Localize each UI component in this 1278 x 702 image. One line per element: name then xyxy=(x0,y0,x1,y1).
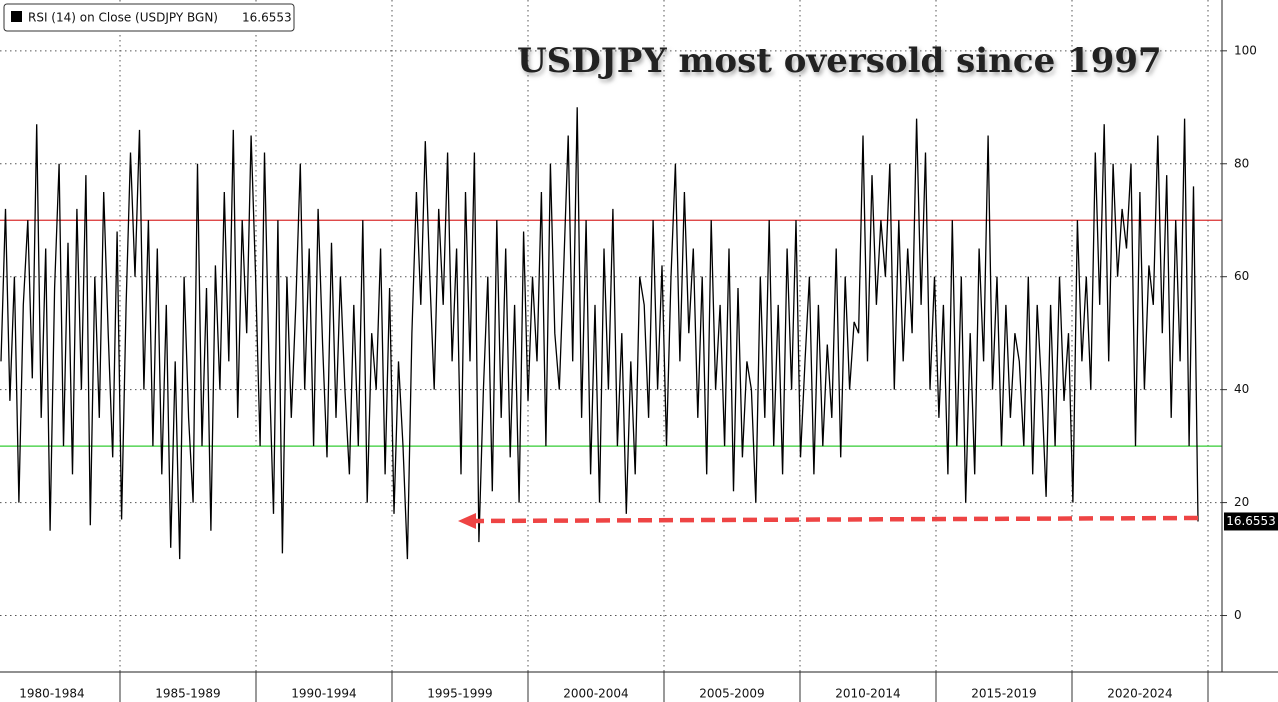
y-tick-label: 40 xyxy=(1234,382,1249,396)
x-tick-label: 2000-2004 xyxy=(563,687,628,701)
annotation-arrow xyxy=(469,515,1199,524)
legend-swatch xyxy=(11,11,22,22)
legend-value: 16.6553 xyxy=(242,11,292,25)
legend-box xyxy=(3,3,295,32)
x-tick-label: 2010-2014 xyxy=(835,687,900,701)
arrow-head xyxy=(458,513,476,529)
y-tick-label: 100 xyxy=(1234,43,1257,57)
y-tick-label: 0 xyxy=(1234,608,1242,622)
rsi-line xyxy=(0,107,1199,560)
y-tick-label: 60 xyxy=(1234,269,1249,283)
x-tick-label: 1990-1994 xyxy=(291,687,356,701)
legend-label: RSI (14) on Close (USDJPY BGN) xyxy=(28,11,218,25)
x-tick-label: 1995-1999 xyxy=(427,687,492,701)
y-tick-label: 80 xyxy=(1234,156,1249,170)
last-value-label: 16.6553 xyxy=(1226,514,1276,528)
x-tick-label: 1985-1989 xyxy=(155,687,220,701)
x-tick-label: 2015-2019 xyxy=(971,687,1036,701)
x-tick-label: 2005-2009 xyxy=(699,687,764,701)
x-tick-label: 2020-2024 xyxy=(1107,687,1172,701)
chart-title: USDJPY most oversold since 1997 xyxy=(517,41,1162,81)
y-tick-label: 20 xyxy=(1234,495,1249,509)
last-value-box xyxy=(1224,512,1278,531)
x-tick-label: 1980-1984 xyxy=(19,687,84,701)
